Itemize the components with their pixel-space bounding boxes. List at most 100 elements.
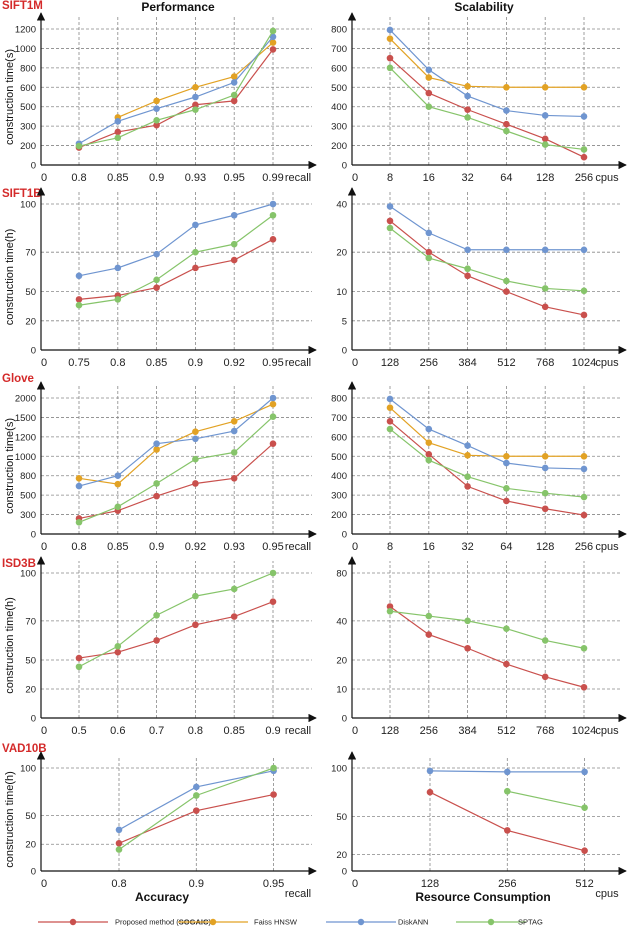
series-line: [389, 420, 585, 516]
data-point: [153, 284, 160, 291]
data-point: [269, 211, 277, 219]
y-tick-label: 100: [331, 764, 347, 775]
y-tick-label: 0: [342, 346, 347, 357]
data-point: [192, 264, 199, 272]
x-tick-label: 1024: [572, 725, 596, 737]
data-point: [153, 250, 160, 258]
data-point: [193, 807, 200, 814]
series-line: [389, 57, 585, 158]
dataset-label: ISD3B: [2, 558, 36, 570]
data-point: [193, 792, 200, 799]
legend-item-sptag: SPTAG: [456, 918, 543, 927]
x-origin-label: 0: [41, 172, 47, 184]
data-point: [425, 254, 433, 262]
data-point: [192, 435, 199, 443]
data-point: [192, 428, 199, 435]
data-point: [386, 35, 394, 43]
data-point: [541, 464, 549, 472]
legend-label: Faiss HNSW: [254, 918, 298, 927]
data-point: [580, 146, 588, 153]
x-tick-label: 512: [497, 725, 515, 737]
x-tick-label: 0.8: [110, 357, 125, 369]
bottom-label-accuracy: Accuracy: [135, 890, 189, 904]
data-point: [230, 475, 238, 482]
y-tick-label: 300: [331, 122, 347, 133]
data-point: [269, 413, 277, 420]
x-tick-label: 1024: [572, 357, 596, 369]
panel-glove-scalability: 0 200 300 400 500 600 700 800 8 16 32 64 128 256 0 cpus: [331, 381, 627, 553]
series-line: [389, 220, 585, 316]
series-diskann: [426, 767, 588, 776]
y-tick-label: 500: [20, 491, 36, 502]
y-tick-label: 300: [20, 122, 36, 133]
dataset-label: VAD10B: [2, 743, 47, 755]
data-point: [153, 117, 160, 124]
series-line: [389, 428, 585, 498]
series-proposed-method-sogaic: [386, 54, 588, 161]
y-axis-label: construction time(s): [4, 418, 16, 514]
x-tick-label: 0.92: [223, 357, 244, 369]
data-point: [386, 26, 394, 34]
panel-vad10b-scalability: 0 20 50 100 128 256 512 0 cpus: [331, 751, 627, 900]
x-tick-label: 128: [536, 541, 554, 553]
data-point: [503, 127, 510, 135]
data-point: [503, 452, 510, 460]
column-title-scalability: Scalability: [454, 0, 514, 14]
data-point: [114, 117, 122, 125]
y-tick-label: 50: [25, 287, 36, 298]
x-tick-label: 0.95: [262, 357, 283, 369]
data-point: [503, 277, 510, 285]
panel-isd3b-scalability: 0 10 20 40 80 128 256 384 512 768 1024 0 cpus: [336, 556, 627, 737]
data-point: [153, 480, 160, 487]
x-axis-label: cpus: [595, 888, 619, 900]
legend-item-diskann: DiskANN: [326, 918, 428, 927]
y-tick-label: 40: [336, 200, 347, 211]
y-axis-label: construction time(h): [4, 597, 16, 694]
x-axis-label: recall: [285, 357, 311, 369]
legend-label: SPTAG: [518, 918, 543, 927]
y-tick-label: 700: [331, 44, 347, 55]
x-tick-label: 256: [575, 172, 593, 184]
x-tick-label: 8: [387, 172, 393, 184]
series-sptag: [115, 764, 277, 853]
x-axis-label: recall: [285, 888, 311, 900]
y-tick-label: 20: [336, 248, 347, 259]
x-origin-label: 0: [352, 725, 358, 737]
data-point: [386, 404, 394, 412]
data-point: [386, 203, 394, 210]
y-tick-label: 800: [20, 63, 36, 74]
data-point: [230, 211, 238, 219]
data-point: [464, 442, 471, 449]
data-point: [114, 642, 122, 650]
data-point: [580, 511, 588, 519]
y-tick-label: 80: [336, 569, 347, 580]
data-point: [153, 446, 160, 453]
data-point: [464, 83, 471, 90]
y-tick-label: 600: [20, 83, 36, 94]
data-point: [386, 425, 394, 433]
series-line: [78, 443, 274, 520]
x-tick-label: 0.93: [223, 541, 244, 553]
data-point: [503, 485, 510, 492]
data-point: [270, 791, 277, 798]
data-point: [581, 768, 588, 776]
panel-sift1b-performance: SIFT1B construction time(h) 0 20 50 70 100 0.75…: [2, 187, 317, 369]
series-proposed-method-sogaic: [426, 788, 588, 855]
y-tick-label: 500: [331, 83, 347, 94]
series-sptag: [75, 413, 277, 526]
series-line: [78, 49, 274, 149]
bottom-label-resource-consumption: Resource Consumption: [415, 890, 550, 904]
y-axis-label: construction time(h): [4, 771, 16, 868]
data-point: [580, 113, 588, 120]
data-point: [503, 107, 510, 114]
data-point: [425, 89, 433, 97]
y-tick-label: 5: [342, 316, 347, 327]
y-tick-label: 400: [331, 471, 347, 482]
data-point: [581, 847, 588, 855]
y-tick-label: 0: [342, 714, 347, 725]
x-axis-label: cpus: [595, 541, 619, 553]
series-diskann: [386, 26, 588, 120]
x-tick-label: 0.8: [71, 172, 86, 184]
x-tick-label: 0.85: [107, 172, 128, 184]
data-point: [386, 418, 394, 425]
